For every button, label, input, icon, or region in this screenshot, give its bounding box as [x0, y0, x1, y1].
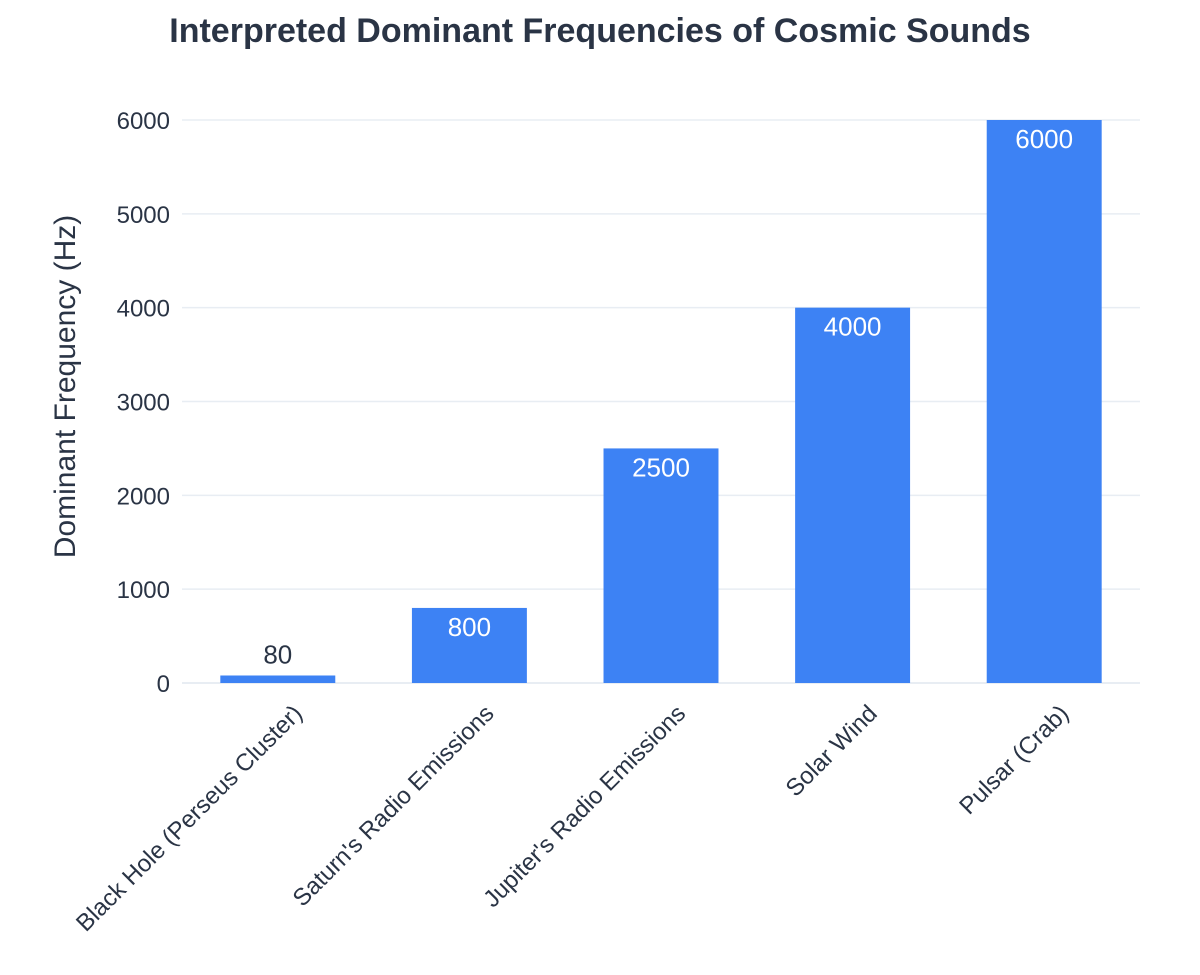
- x-tick-label: Solar Wind: [781, 700, 883, 802]
- y-tick-label: 4000: [117, 296, 170, 323]
- bar: [411, 607, 527, 683]
- y-tick-label: 6000: [117, 108, 170, 135]
- y-tick-label: 5000: [117, 202, 170, 229]
- x-tick-label: Pulsar (Crab): [954, 700, 1074, 820]
- data-label: 2500: [632, 452, 690, 482]
- data-label: 800: [448, 612, 491, 642]
- bar: [603, 448, 719, 683]
- y-tick-label: 3000: [117, 390, 170, 417]
- y-tick-label: 1000: [117, 577, 170, 604]
- chart-title: Interpreted Dominant Frequencies of Cosm…: [169, 12, 1031, 50]
- y-tick-label: 2000: [117, 483, 170, 510]
- x-tick-label: Black Hole (Perseus Cluster): [71, 700, 308, 937]
- x-axis-ticks: Black Hole (Perseus Cluster)Saturn's Rad…: [71, 700, 1074, 937]
- data-label: 4000: [824, 312, 882, 342]
- bar: [220, 675, 336, 683]
- x-tick-label: Saturn's Radio Emissions: [288, 700, 500, 912]
- y-axis-label: Dominant Frequency (Hz): [49, 215, 82, 558]
- bar: [795, 307, 911, 683]
- x-tick-label: Jupiter's Radio Emissions: [478, 700, 691, 913]
- bar: [986, 120, 1102, 683]
- data-label: 6000: [1015, 124, 1073, 154]
- bars: [220, 120, 1102, 683]
- y-tick-label: 0: [157, 671, 170, 698]
- data-label: 80: [263, 639, 292, 669]
- y-axis-ticks: 0 1000 2000 3000 4000 5000 6000: [117, 108, 170, 698]
- data-labels: 80 800 2500 4000 6000: [263, 124, 1073, 669]
